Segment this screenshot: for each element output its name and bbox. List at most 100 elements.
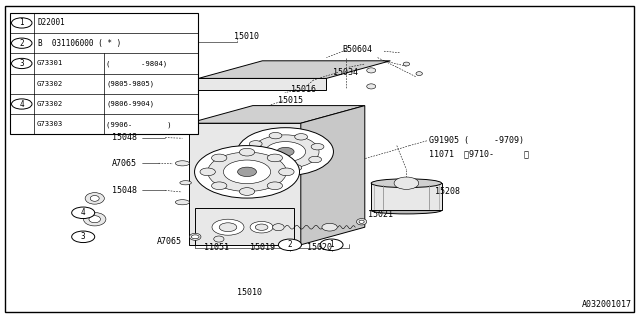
Text: G73301: G73301 <box>36 60 63 67</box>
Ellipse shape <box>180 181 191 185</box>
Circle shape <box>12 38 32 48</box>
Ellipse shape <box>359 220 364 223</box>
Circle shape <box>12 99 32 109</box>
Circle shape <box>267 182 282 189</box>
Ellipse shape <box>90 196 99 201</box>
Text: 15048: 15048 <box>112 186 137 195</box>
Circle shape <box>279 168 294 176</box>
Ellipse shape <box>273 224 284 231</box>
Ellipse shape <box>89 216 100 223</box>
Text: 3: 3 <box>19 59 24 68</box>
Bar <box>10 13 198 134</box>
Ellipse shape <box>214 236 224 242</box>
Text: 2: 2 <box>19 39 24 48</box>
Circle shape <box>265 141 306 162</box>
Text: D22001: D22001 <box>38 19 65 28</box>
Circle shape <box>298 131 344 154</box>
Circle shape <box>269 132 282 139</box>
Ellipse shape <box>175 161 189 166</box>
Circle shape <box>289 164 302 171</box>
Text: B50604: B50604 <box>342 45 372 54</box>
Circle shape <box>277 148 294 156</box>
Circle shape <box>322 223 337 231</box>
Text: 15016: 15016 <box>291 85 316 94</box>
Text: G73302: G73302 <box>36 81 63 87</box>
Text: 1: 1 <box>329 240 334 249</box>
Text: 15019: 15019 <box>250 244 275 252</box>
Text: 15010: 15010 <box>237 288 262 297</box>
Circle shape <box>72 231 95 243</box>
Text: G73302: G73302 <box>36 101 63 107</box>
Circle shape <box>195 146 300 198</box>
Circle shape <box>72 207 95 219</box>
Polygon shape <box>301 106 365 245</box>
Circle shape <box>264 163 276 170</box>
Text: 2: 2 <box>287 240 292 249</box>
Circle shape <box>250 221 273 233</box>
Ellipse shape <box>356 219 367 225</box>
Ellipse shape <box>403 62 410 66</box>
Circle shape <box>239 148 255 156</box>
Circle shape <box>278 239 301 251</box>
Ellipse shape <box>83 212 106 226</box>
Ellipse shape <box>371 179 442 188</box>
Ellipse shape <box>189 233 201 240</box>
Circle shape <box>279 121 362 163</box>
Circle shape <box>237 128 333 176</box>
Circle shape <box>207 152 287 191</box>
Text: A7065: A7065 <box>157 237 182 246</box>
Text: 3: 3 <box>81 232 86 241</box>
Circle shape <box>219 223 237 232</box>
Ellipse shape <box>367 68 376 73</box>
Text: (9906-        ): (9906- ) <box>106 121 172 127</box>
Text: B  031106000 ( * ): B 031106000 ( * ) <box>38 39 121 48</box>
Circle shape <box>239 188 255 195</box>
Text: 15021: 15021 <box>368 210 393 219</box>
Circle shape <box>308 136 333 148</box>
Polygon shape <box>195 208 294 245</box>
Text: 4: 4 <box>81 208 86 217</box>
Text: 15048: 15048 <box>112 133 137 142</box>
Circle shape <box>308 156 321 163</box>
Circle shape <box>250 141 262 147</box>
Text: (       -9804): ( -9804) <box>106 60 168 67</box>
Text: 15208: 15208 <box>435 188 460 196</box>
Circle shape <box>320 239 343 251</box>
Ellipse shape <box>416 72 422 76</box>
Text: (9805-9805): (9805-9805) <box>106 81 154 87</box>
Circle shape <box>191 235 199 239</box>
Circle shape <box>212 154 227 162</box>
Text: A032001017: A032001017 <box>582 300 632 309</box>
Text: 15020: 15020 <box>307 244 332 252</box>
Text: 15015: 15015 <box>278 96 303 105</box>
Ellipse shape <box>85 193 104 204</box>
Text: G73303: G73303 <box>36 121 63 127</box>
Ellipse shape <box>371 207 442 214</box>
Circle shape <box>252 135 319 168</box>
Circle shape <box>200 168 215 176</box>
Text: 15010: 15010 <box>234 32 259 41</box>
Circle shape <box>311 143 324 150</box>
Text: 1: 1 <box>19 19 24 28</box>
Circle shape <box>237 167 257 177</box>
Text: A7065: A7065 <box>112 159 137 168</box>
Circle shape <box>212 182 227 189</box>
Ellipse shape <box>175 200 189 205</box>
Polygon shape <box>198 78 326 90</box>
Text: (9806-9904): (9806-9904) <box>106 101 154 107</box>
Bar <box>371 183 442 211</box>
Polygon shape <box>189 123 301 245</box>
Circle shape <box>223 160 271 184</box>
Ellipse shape <box>367 84 376 89</box>
Circle shape <box>247 154 260 160</box>
Circle shape <box>255 224 268 230</box>
Circle shape <box>267 154 282 162</box>
Polygon shape <box>189 106 365 123</box>
Circle shape <box>212 219 244 235</box>
Text: 15034: 15034 <box>333 68 358 76</box>
Circle shape <box>12 18 32 28</box>
Circle shape <box>294 134 307 140</box>
Text: G91905 (     -9709): G91905 ( -9709) <box>429 136 524 145</box>
Text: 11051: 11051 <box>204 244 228 252</box>
Text: 11071  〉9710-      ）: 11071 〉9710- ） <box>429 149 529 158</box>
